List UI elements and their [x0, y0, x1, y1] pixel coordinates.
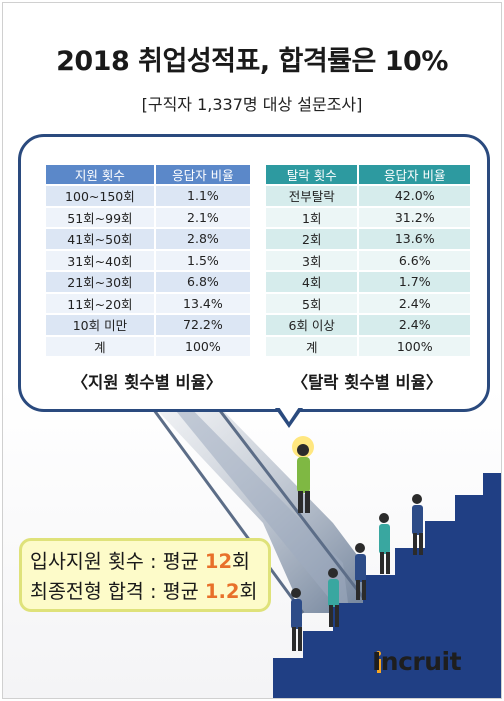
- stats-line-apply: 입사지원 횟수 : 평균 12회: [30, 547, 268, 577]
- table-cell: 2.4%: [359, 293, 470, 313]
- table-row: 21회~30회 6.8%: [46, 272, 250, 292]
- stats-pass-label: 최종전형 합격 : 평균: [30, 580, 205, 603]
- panel-pointer-inner: [279, 407, 299, 422]
- table-cell: 42.0%: [359, 186, 470, 206]
- table-cell: 6.6%: [359, 250, 470, 270]
- table-row: 31회~40회 1.5%: [46, 250, 250, 270]
- job-seeker-figures: [291, 494, 423, 651]
- fail-table-caption: 〈탈락 횟수별 비율〉: [291, 373, 443, 392]
- fail-table-header-count: 탈락 횟수: [266, 165, 360, 184]
- table-cell: 41회~50회: [46, 229, 156, 249]
- table-cell: 31회~40회: [46, 250, 156, 270]
- table-cell: 72.2%: [155, 315, 250, 335]
- table-cell: 100~150회: [46, 186, 156, 206]
- apply-count-table: 지원 횟수 응답자 비율 100~150회 1.1% 51회~99회 2.1% 41…: [46, 163, 250, 358]
- stats-pass-value: 1.2: [204, 580, 240, 603]
- table-row: 41회~50회 2.8%: [46, 229, 250, 249]
- table-row: 계 100%: [46, 336, 250, 356]
- table-cell: 1.7%: [359, 272, 470, 292]
- table-row: 5회 2.4%: [266, 293, 470, 313]
- table-row: 51회~99회 2.1%: [46, 207, 250, 227]
- page-title: 2018 취업성적표, 합격률은 10%: [56, 46, 448, 77]
- table-row: 6회 이상 2.4%: [266, 315, 470, 335]
- table-cell: 3회: [266, 250, 360, 270]
- stats-pass-unit: 회: [239, 580, 258, 603]
- apply-table-header-count: 지원 횟수: [46, 165, 156, 184]
- table-row: 10회 미만 72.2%: [46, 315, 250, 335]
- table-cell: 전부탈락: [266, 186, 360, 206]
- apply-table-caption: 〈지원 횟수별 비율〉: [71, 373, 223, 392]
- table-cell: 10회 미만: [46, 315, 156, 335]
- table-cell: 4회: [266, 272, 360, 292]
- apply-table-header-ratio: 응답자 비율: [155, 165, 250, 184]
- table-cell: 6.8%: [155, 272, 250, 292]
- table-row: 1회 31.2%: [266, 207, 470, 227]
- table-cell: 13.6%: [359, 229, 470, 249]
- table-cell: 11회~20회: [46, 293, 156, 313]
- brand-logo: Incruit: [372, 647, 462, 676]
- fail-count-table: 탈락 횟수 응답자 비율 전부탈락 42.0% 1회 31.2% 2회 13.6% 3…: [266, 163, 470, 358]
- table-cell: 2.8%: [155, 229, 250, 249]
- table-row: 100~150회 1.1%: [46, 186, 250, 206]
- table-cell: 1회: [266, 207, 360, 227]
- table-cell: 31.2%: [359, 207, 470, 227]
- table-cell: 2.1%: [155, 207, 250, 227]
- table-row: 2회 13.6%: [266, 229, 470, 249]
- table-cell: 2회: [266, 229, 360, 249]
- table-cell: 6회 이상: [266, 315, 360, 335]
- table-cell: 계: [46, 336, 156, 356]
- table-cell: 5회: [266, 293, 360, 313]
- table-cell: 100%: [359, 336, 470, 356]
- average-stats-box: 입사지원 횟수 : 평균 12회 최종전형 합격 : 평균 1.2회: [19, 538, 271, 612]
- table-cell: 51회~99회: [46, 207, 156, 227]
- table-cell: 2.4%: [359, 315, 470, 335]
- table-cell: 21회~30회: [46, 272, 156, 292]
- incruit-logo-bar: [377, 659, 381, 673]
- table-cell: 1.5%: [155, 250, 250, 270]
- table-row: 계 100%: [266, 336, 470, 356]
- fail-table-header-ratio: 응답자 비율: [359, 165, 470, 184]
- page-subtitle: [구직자 1,337명 대상 설문조사]: [141, 95, 363, 114]
- table-cell: 13.4%: [155, 293, 250, 313]
- table-cell: 1.1%: [155, 186, 250, 206]
- successful-person-figure: [292, 436, 314, 513]
- table-row: 3회 6.6%: [266, 250, 470, 270]
- stats-line-pass: 최종전형 합격 : 평균 1.2회: [30, 577, 268, 607]
- table-row: 4회 1.7%: [266, 272, 470, 292]
- stats-panel: 지원 횟수 응답자 비율 100~150회 1.1% 51회~99회 2.1% 41…: [18, 134, 490, 412]
- stats-apply-unit: 회: [232, 550, 250, 573]
- stats-apply-value: 12: [204, 550, 233, 573]
- incruit-logo-icon: [376, 651, 381, 656]
- table-row: 전부탈락 42.0%: [266, 186, 470, 206]
- stats-apply-label: 입사지원 횟수 : 평균: [30, 550, 205, 573]
- table-row: 11회~20회 13.4%: [46, 293, 250, 313]
- table-cell: 100%: [155, 336, 250, 356]
- table-cell: 계: [266, 336, 360, 356]
